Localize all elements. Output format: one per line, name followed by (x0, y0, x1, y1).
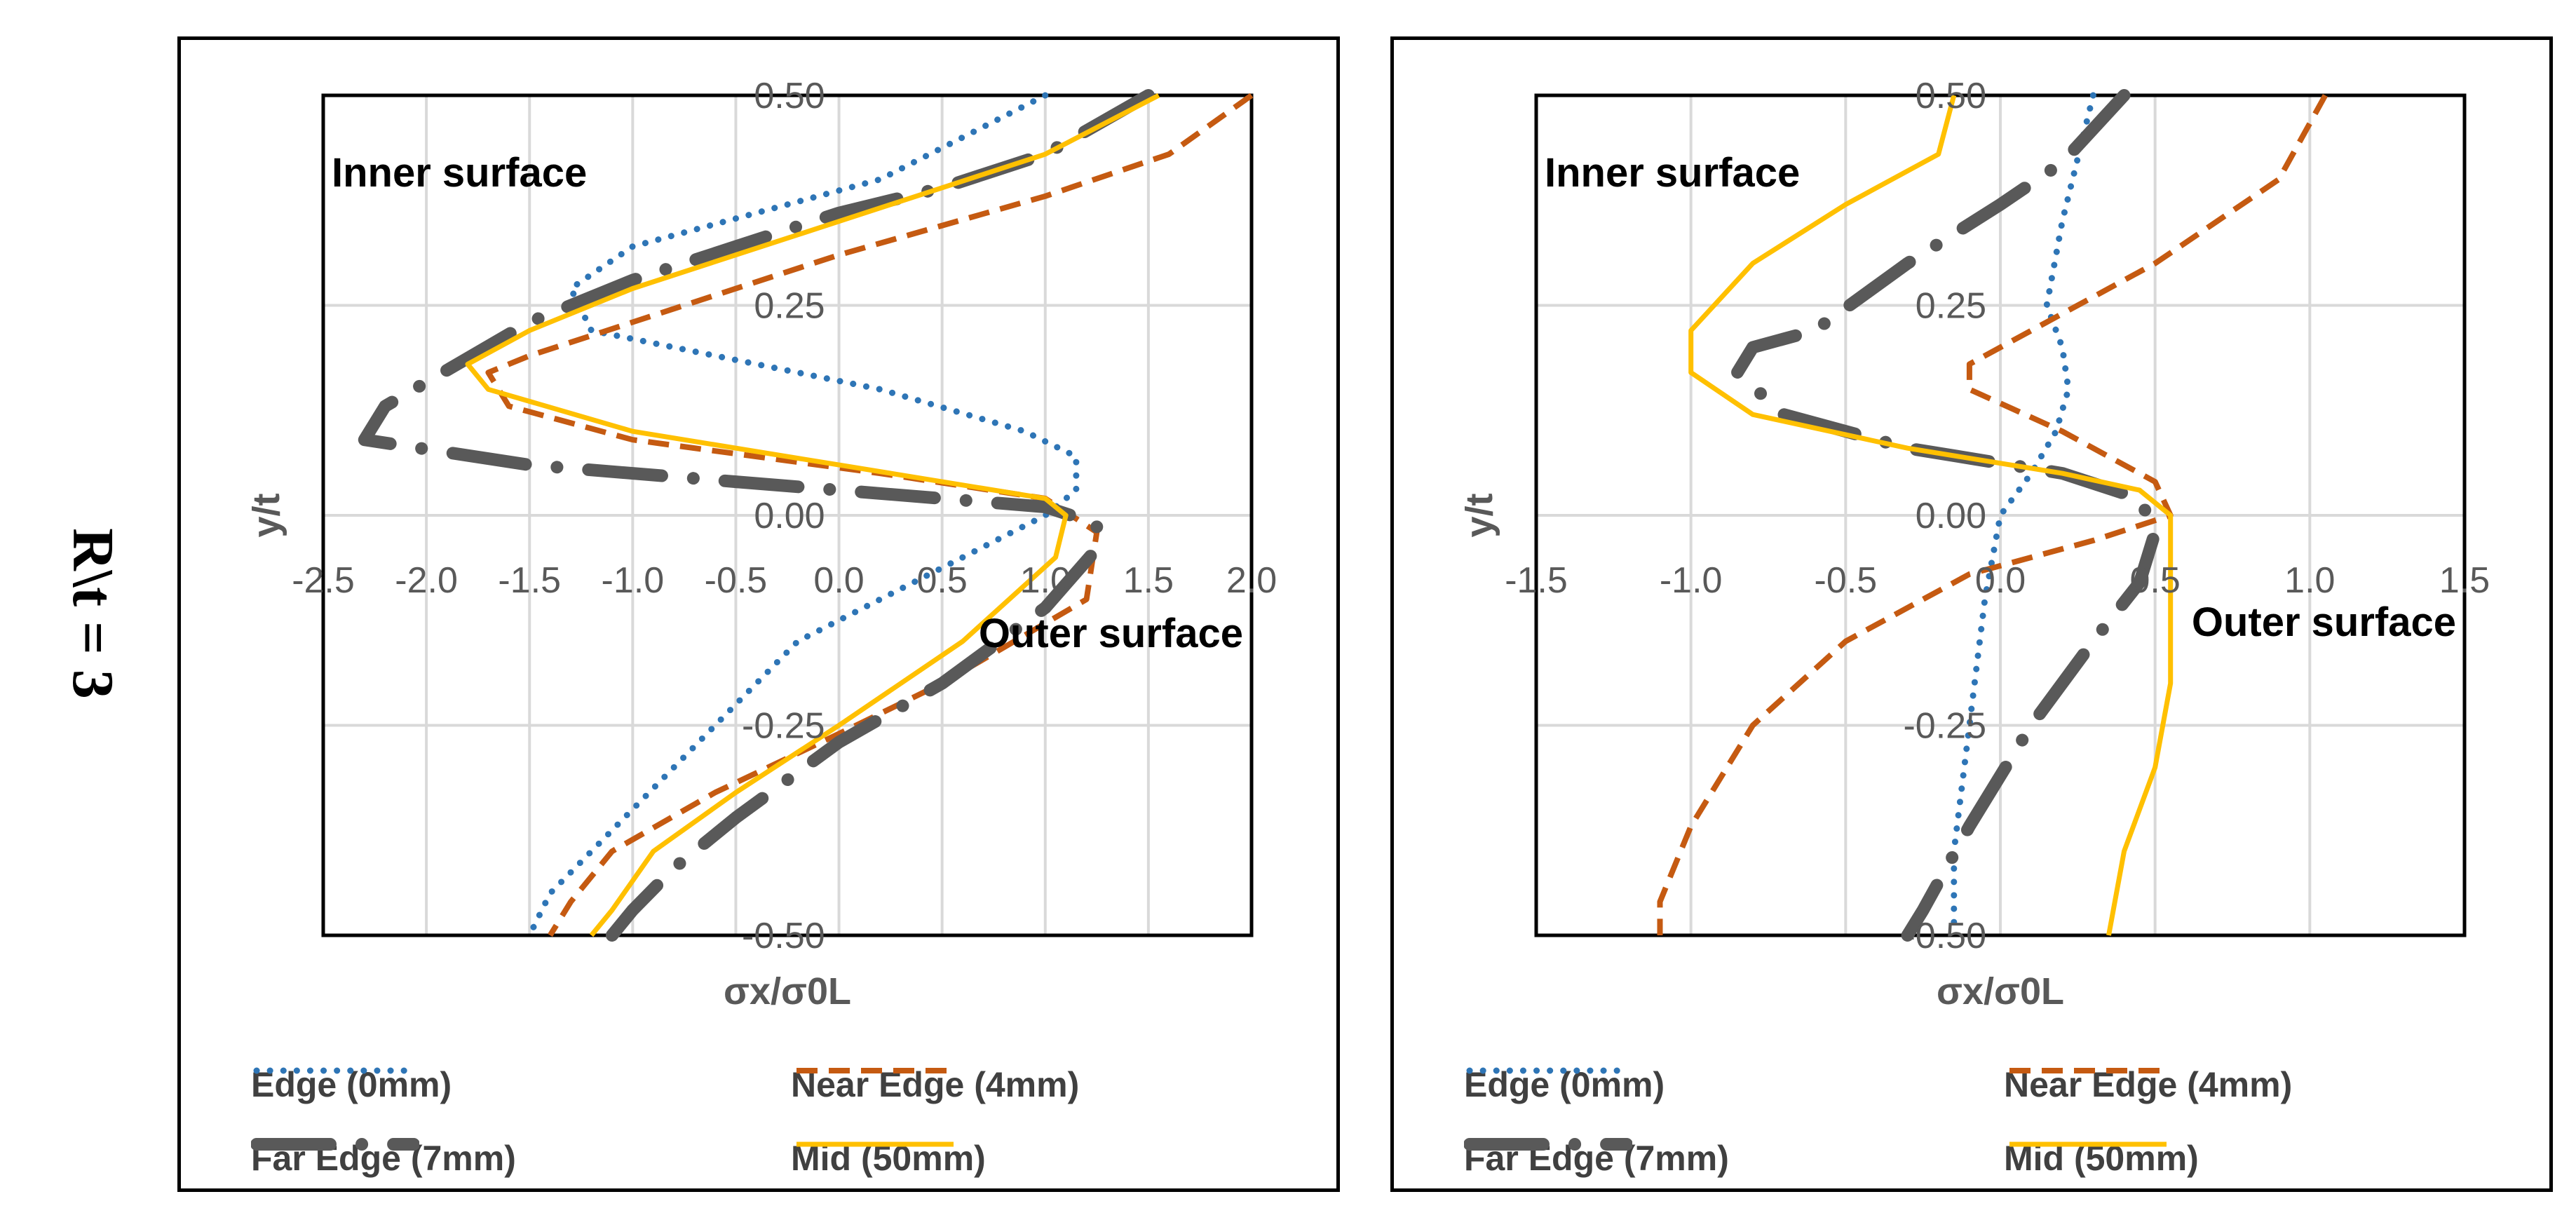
x-tick-label: -1.0 (602, 560, 665, 601)
y-tick-label: 0.25 (1916, 286, 1986, 327)
x-axis-title: σx/σ0L (1937, 970, 2064, 1012)
chart-left-svg: -2.5 -2.0 -1.5 -1.0 -0.5 0.0 0.5 1.0 1.5 2.0 -0.50… (181, 40, 1336, 1050)
y-tick-label: 0.25 (754, 286, 825, 327)
legend-item-edge-0mm: Edge (0mm) (1464, 1057, 1665, 1113)
y-tick-label: -0.25 (1903, 706, 1986, 747)
chart-right-svg: -1.5 -1.0 -0.5 0.0 0.5 1.0 1.5 -0.50 -0.25 0.00 0.… (1394, 40, 2549, 1050)
legend-swatch (791, 1130, 959, 1158)
y-tick-label: 0.00 (1916, 496, 1986, 536)
legend-item-near-edge-4mm: Near Edge (4mm) (2004, 1057, 2292, 1113)
legend-swatch (1464, 1057, 1632, 1085)
annotation-outer-surface: Outer surface (2192, 599, 2456, 645)
legend-swatch (791, 1057, 959, 1085)
chart-panel-left: -2.5 -2.0 -1.5 -1.0 -0.5 0.0 0.5 1.0 1.5 2.0 -0.50… (177, 36, 1340, 1192)
x-tick-label: -2.0 (395, 560, 458, 601)
x-tick-label: -0.5 (1815, 560, 1878, 601)
y-tick-label: -0.25 (742, 706, 825, 747)
x-tick-label: 1.5 (1123, 560, 1174, 601)
legend-swatch (251, 1130, 419, 1158)
legend-left: Edge (0mm) Near Edge (4mm) Far Edge (7mm) M… (181, 1057, 1336, 1190)
y-tick-label: 0.00 (754, 496, 825, 536)
x-tick-label: -2.5 (292, 560, 355, 601)
legend-item-edge-0mm: Edge (0mm) (251, 1057, 452, 1113)
x-tick-label: -1.5 (498, 560, 561, 601)
grid-right (1536, 95, 2465, 935)
y-axis-title: y/t (1458, 493, 1500, 537)
y-tick-label: 0.50 (1916, 76, 1986, 116)
y-tick-label: 0.50 (754, 76, 825, 116)
legend-item-mid-50mm: Mid (50mm) (2004, 1130, 2199, 1186)
x-tick-label: 0.0 (813, 560, 864, 601)
annotation-inner-surface: Inner surface (1545, 150, 1800, 196)
x-tick-label: 1.5 (2439, 560, 2490, 601)
x-tick-label: -0.5 (705, 560, 768, 601)
y-tick-label: -0.50 (742, 916, 825, 956)
y-axis-title: y/t (245, 493, 287, 537)
x-tick-label: 0.5 (917, 560, 968, 601)
chart-panel-right: -1.5 -1.0 -0.5 0.0 0.5 1.0 1.5 -0.50 -0.25 0.00 0.… (1390, 36, 2553, 1192)
legend-swatch (2004, 1130, 2172, 1158)
row-label-text: R\t = 3 (60, 528, 119, 699)
x-tick-label: -1.5 (1505, 560, 1568, 601)
x-tick-label: 0.5 (2130, 560, 2181, 601)
x-tick-label: -1.0 (1660, 560, 1723, 601)
legend-swatch (251, 1057, 419, 1085)
x-tick-label: 1.0 (2284, 560, 2335, 601)
legend-item-far-edge-7mm: Far Edge (7mm) (251, 1130, 516, 1186)
x-axis-title: σx/σ0L (724, 970, 851, 1012)
row-label: R\t = 3 (0, 0, 119, 1227)
x-tick-label: 1.0 (1020, 560, 1071, 601)
legend-swatch (1464, 1130, 1632, 1158)
legend-item-mid-50mm: Mid (50mm) (791, 1130, 986, 1186)
legend-right: Edge (0mm) Near Edge (4mm) Far Edge (7mm) M… (1394, 1057, 2549, 1190)
annotation-outer-surface: Outer surface (979, 611, 1243, 656)
x-tick-label: 2.0 (1226, 560, 1277, 601)
y-tick-label: -0.50 (1903, 916, 1986, 956)
legend-item-far-edge-7mm: Far Edge (7mm) (1464, 1130, 1729, 1186)
annotation-inner-surface: Inner surface (332, 150, 587, 196)
x-tick-label: 0.0 (1975, 560, 2026, 601)
legend-item-near-edge-4mm: Near Edge (4mm) (791, 1057, 1079, 1113)
legend-swatch (2004, 1057, 2172, 1085)
